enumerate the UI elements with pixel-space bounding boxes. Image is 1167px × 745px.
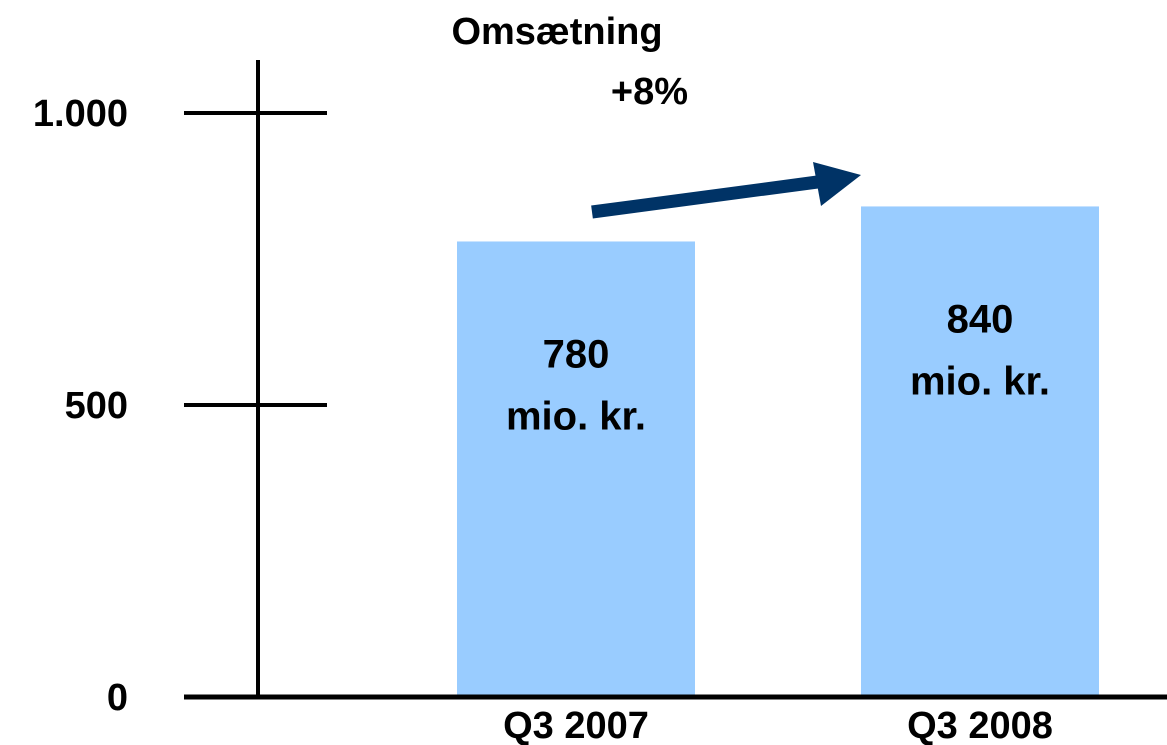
y-tick-label: 0 (107, 677, 128, 719)
growth-label: +8% (611, 71, 688, 113)
x-tick-label: Q3 2007 (503, 705, 649, 745)
bar-value-label: 840 (947, 297, 1014, 341)
bar-value-label: 780 (543, 332, 610, 376)
chart-title: Omsætning (451, 11, 662, 53)
bar-unit-label: mio. kr. (506, 394, 646, 438)
bar (457, 241, 695, 698)
y-tick-label: 500 (65, 385, 128, 427)
bar (861, 206, 1099, 697)
x-axis: Q3 2007 Q3 2008 (184, 694, 1167, 745)
y-tick-label: 1.000 (33, 93, 128, 135)
x-tick-label: Q3 2008 (907, 705, 1053, 745)
bar-unit-label: mio. kr. (910, 359, 1050, 403)
y-axis: 0 500 1.000 (33, 60, 327, 719)
growth-arrow-icon (591, 162, 861, 219)
bars: 780 mio. kr. 840 mio. kr. (457, 206, 1099, 698)
